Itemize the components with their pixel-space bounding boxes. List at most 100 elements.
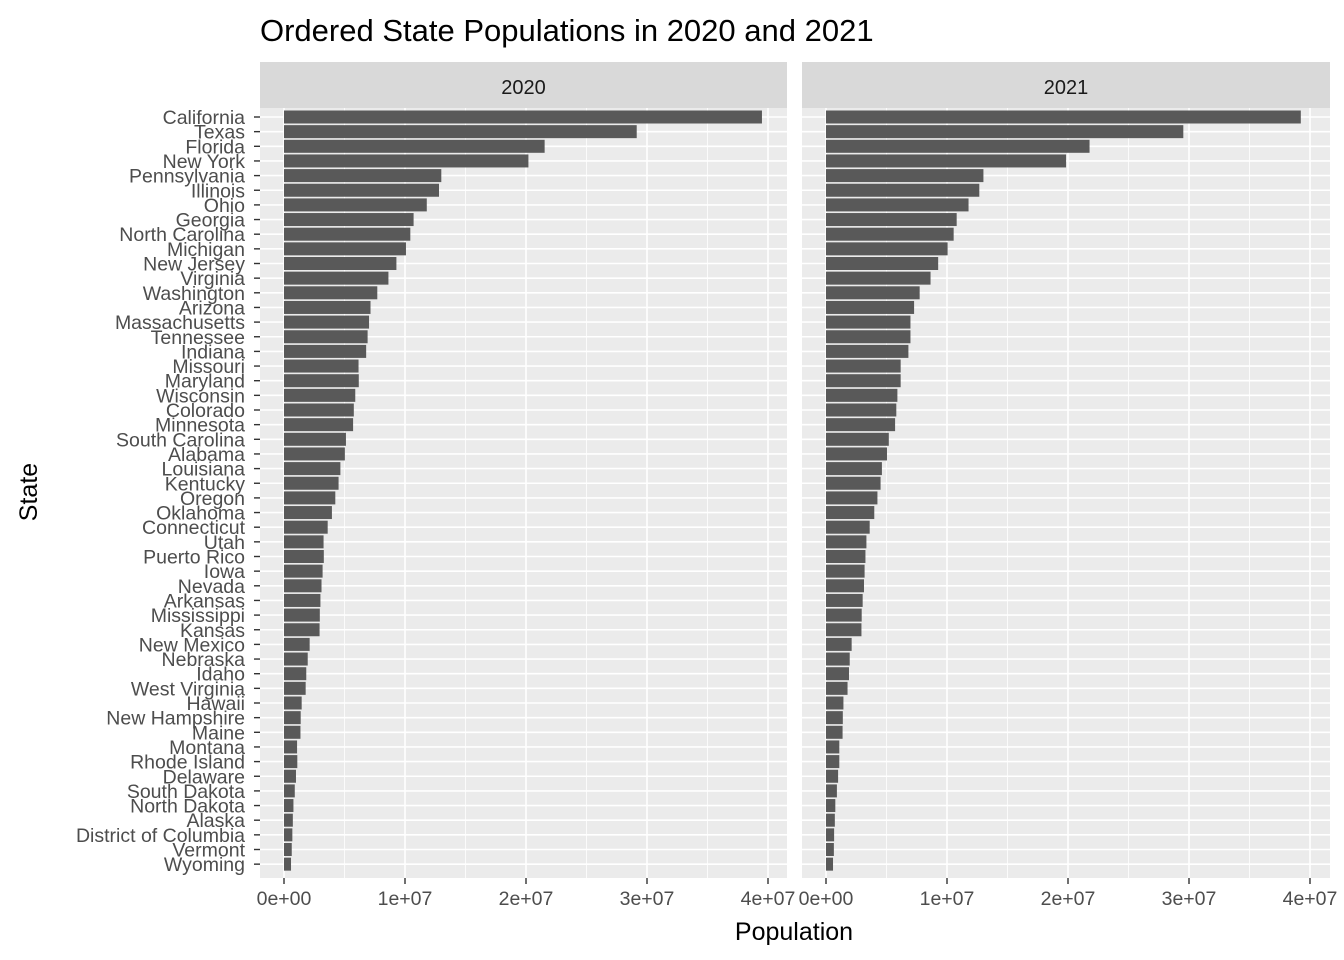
- bar-2021-colorado: [826, 403, 897, 417]
- bar-2020-connecticut: [284, 520, 328, 534]
- y-tick-label-district-of-columbia: District of Columbia: [76, 825, 245, 847]
- strip-background-2021: [802, 62, 1330, 108]
- strip-background-2020: [260, 62, 787, 108]
- bar-2020-new-hampshire: [284, 711, 301, 725]
- bar-2020-arkansas: [284, 593, 321, 607]
- bar-2020-illinois: [284, 183, 440, 197]
- bar-2020-florida: [284, 139, 545, 153]
- y-tick-label-west-virginia: West Virginia: [131, 678, 245, 700]
- x-tick-label: 3e+07: [1162, 888, 1217, 910]
- y-tick-label-hawaii: Hawaii: [186, 693, 245, 715]
- strip-label-2021: 2021: [1044, 77, 1089, 99]
- y-tick-label-massachusetts: Massachusetts: [115, 312, 245, 334]
- y-tick-label-minnesota: Minnesota: [155, 415, 245, 437]
- bar-2020-new-mexico: [284, 637, 310, 651]
- bar-2020-texas: [284, 125, 637, 139]
- y-tick-label-indiana: Indiana: [181, 341, 245, 363]
- bar-2021-georgia: [826, 213, 957, 227]
- x-tick-label: 0e+00: [257, 888, 312, 910]
- bar-2021-south-dakota: [826, 784, 837, 798]
- bar-2021-arizona: [826, 300, 915, 314]
- y-tick-label-arizona: Arizona: [179, 297, 245, 319]
- bar-2020-minnesota: [284, 418, 354, 432]
- bar-2021-alabama: [826, 447, 887, 461]
- y-tick-label-michigan: Michigan: [167, 239, 245, 261]
- bar-2020-alaska: [284, 813, 293, 827]
- y-tick-label-puerto-rico: Puerto Rico: [143, 547, 245, 569]
- y-tick-label-missouri: Missouri: [172, 356, 245, 378]
- y-axis-title: State: [15, 463, 43, 521]
- y-tick-label-ohio: Ohio: [204, 195, 245, 217]
- y-tick-label-nebraska: Nebraska: [162, 649, 246, 671]
- bar-2021-virginia: [826, 271, 931, 285]
- bar-2020-idaho: [284, 667, 307, 681]
- y-tick-label-iowa: Iowa: [204, 561, 245, 583]
- bar-2020-delaware: [284, 769, 296, 783]
- y-tick-label-wyoming: Wyoming: [164, 854, 245, 876]
- bar-2020-district-of-columbia: [284, 828, 293, 842]
- bar-2021-nebraska: [826, 652, 850, 666]
- y-tick-label-delaware: Delaware: [163, 766, 245, 788]
- bar-2020-arizona: [284, 300, 371, 314]
- bar-2020-indiana: [284, 344, 367, 358]
- y-tick-label-texas: Texas: [194, 122, 245, 144]
- bar-2020-massachusetts: [284, 315, 370, 329]
- x-axis-2020: 0e+00 1e+07 2e+07 3e+07 4e+07: [257, 878, 795, 910]
- y-tick-label-new-jersey: New Jersey: [143, 254, 245, 276]
- bar-2021-michigan: [826, 242, 948, 256]
- bar-2020-montana: [284, 740, 298, 754]
- y-tick-label-nevada: Nevada: [178, 576, 245, 598]
- bar-2020-california: [284, 110, 762, 124]
- bar-2021-new-york: [826, 154, 1067, 168]
- bar-2020-iowa: [284, 564, 323, 578]
- bar-2020-pennsylvania: [284, 169, 442, 183]
- y-tick-label-wisconsin: Wisconsin: [156, 385, 245, 407]
- bar-2021-washington: [826, 286, 920, 300]
- bar-2021-delaware: [826, 769, 839, 783]
- bar-2020-mississippi: [284, 608, 320, 622]
- bar-2020-kansas: [284, 623, 320, 637]
- y-tick-label-idaho: Idaho: [196, 664, 245, 686]
- bar-2021-mississippi: [826, 608, 862, 622]
- y-tick-label-kentucky: Kentucky: [165, 473, 245, 495]
- bar-2021-pennsylvania: [826, 169, 984, 183]
- y-tick-label-washington: Washington: [143, 283, 245, 305]
- bar-2020-hawaii: [284, 696, 302, 710]
- y-tick-label-south-dakota: South Dakota: [127, 781, 245, 803]
- y-tick-label-vermont: Vermont: [172, 840, 245, 862]
- bar-2020-west-virginia: [284, 681, 306, 695]
- bar-2021-utah: [826, 535, 867, 549]
- bar-2020-nevada: [284, 579, 322, 593]
- x-tick-label: 2e+07: [1041, 888, 1096, 910]
- bars-2020: [284, 110, 762, 871]
- bar-2021-massachusetts: [826, 315, 911, 329]
- bar-2020-michigan: [284, 242, 406, 256]
- bar-2020-north-dakota: [284, 799, 294, 813]
- bar-2021-kansas: [826, 623, 862, 637]
- bar-2021-arkansas: [826, 593, 863, 607]
- x-tick-label: 4e+07: [1283, 888, 1338, 910]
- bar-2020-nebraska: [284, 652, 308, 666]
- bar-2021-vermont: [826, 843, 834, 856]
- bar-2020-wisconsin: [284, 388, 356, 402]
- bar-2020-maryland: [284, 374, 359, 388]
- bars-2021: [826, 110, 1301, 871]
- y-tick-label-california: California: [163, 107, 246, 129]
- bar-2021-new-hampshire: [826, 711, 843, 725]
- bar-2020-oregon: [284, 491, 336, 505]
- y-tick-label-rhode-island: Rhode Island: [130, 752, 245, 774]
- bar-2021-south-carolina: [826, 432, 889, 446]
- bar-2021-district-of-columbia: [826, 828, 835, 842]
- x-tick-label: 0e+00: [799, 888, 854, 910]
- bar-2020-puerto-rico: [284, 550, 324, 563]
- bar-2020-wyoming: [284, 857, 292, 871]
- y-tick-label-georgia: Georgia: [176, 210, 246, 232]
- bar-2021-idaho: [826, 667, 849, 681]
- bar-2021-wisconsin: [826, 388, 898, 402]
- bar-2021-oklahoma: [826, 506, 875, 520]
- bar-2021-new-jersey: [826, 257, 939, 270]
- x-tick-label: 2e+07: [499, 888, 554, 910]
- y-tick-label-florida: Florida: [185, 136, 245, 158]
- facet-2021: 2021: [802, 62, 1330, 878]
